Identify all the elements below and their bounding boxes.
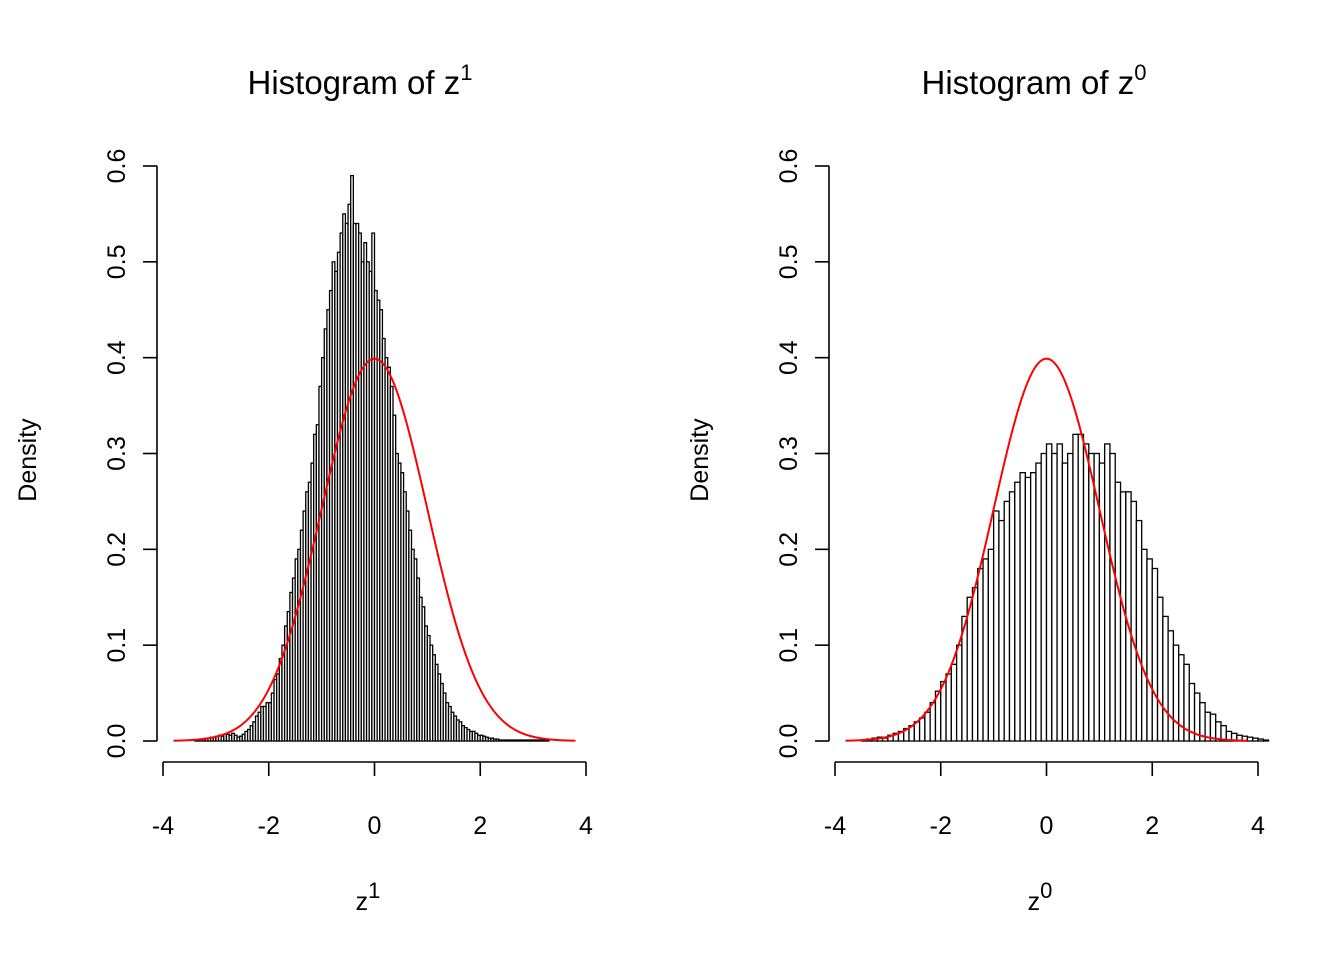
y-axis-right: 0.0 0.1 0.2 0.3 0.4 0.5 0.6 xyxy=(775,149,830,759)
histogram-bar xyxy=(1056,443,1064,742)
chart-title-left: Histogram of z1 xyxy=(248,60,473,101)
x-tick-label: 4 xyxy=(1251,812,1265,840)
histogram-bar xyxy=(1109,452,1116,742)
histogram-bar xyxy=(992,510,1000,742)
y-tick-label: 0.2 xyxy=(103,532,131,567)
y-tick-label: 0.3 xyxy=(775,436,803,471)
y-tick-label: 0.1 xyxy=(103,628,131,663)
y-axis-label-left: Density xyxy=(14,418,42,502)
histogram-bars-right xyxy=(860,433,1270,742)
histogram-bar xyxy=(1061,462,1069,742)
histogram-bar xyxy=(955,644,963,742)
histogram-bar xyxy=(971,587,979,742)
histogram-bar xyxy=(1082,443,1090,742)
x-tick-label: -4 xyxy=(824,812,846,840)
histogram-bar xyxy=(1167,630,1175,742)
x-tick-label: 0 xyxy=(1040,812,1054,840)
x-tick-label: 2 xyxy=(473,812,487,840)
histogram-bar xyxy=(1067,452,1074,742)
histogram-bar xyxy=(1257,738,1264,742)
histogram-bar xyxy=(987,548,995,742)
histogram-bar xyxy=(1146,558,1153,742)
y-tick-label: 0.0 xyxy=(775,724,803,759)
normal-density-curve-right xyxy=(845,357,1248,742)
histogram-bar xyxy=(929,702,937,742)
histogram-bar xyxy=(1135,519,1143,742)
y-tick-label: 0.4 xyxy=(775,340,803,375)
histogram-bar xyxy=(1209,713,1217,742)
y-tick-label: 0.0 xyxy=(103,724,131,759)
histogram-bar xyxy=(1151,567,1159,742)
chart-title-right: Histogram of z0 xyxy=(922,60,1147,101)
histogram-bar xyxy=(1029,472,1037,742)
histogram-bar xyxy=(1156,596,1164,742)
x-axis-label-right: z0 xyxy=(1028,878,1053,916)
histogram-bar xyxy=(1014,481,1021,742)
histogram-bar xyxy=(1045,443,1053,742)
y-tick-label: 0.1 xyxy=(775,628,803,663)
y-tick-label: 0.3 xyxy=(103,436,131,471)
histogram-bar xyxy=(1246,736,1254,742)
histogram-bar xyxy=(945,673,952,742)
histogram-bar xyxy=(950,663,958,742)
histogram-bar xyxy=(1104,443,1111,742)
x-tick-label: 4 xyxy=(579,812,593,840)
histogram-bar xyxy=(1003,500,1011,742)
histogram-bar xyxy=(1024,476,1032,742)
histogram-bar xyxy=(1130,500,1138,742)
histogram-bar xyxy=(1088,452,1095,742)
histogram-bar xyxy=(940,680,947,742)
histogram-bar xyxy=(918,717,926,742)
y-tick-label: 0.2 xyxy=(775,532,803,567)
y-axis-label-right: Density xyxy=(686,418,714,502)
histogram-bar xyxy=(1162,615,1169,742)
histogram-bar xyxy=(1035,462,1042,742)
histogram-bar xyxy=(977,567,984,742)
histogram-bar xyxy=(924,711,931,742)
x-tick-label: 0 xyxy=(368,812,382,840)
histogram-panel-left: Histogram of z1 Density z1 0.00.10.20.30… xyxy=(14,60,593,916)
histogram-bar xyxy=(1051,452,1058,742)
y-tick-label: 0.5 xyxy=(103,244,131,279)
normal-density-curve-left xyxy=(173,357,576,742)
y-tick-label: 0.6 xyxy=(103,149,131,184)
histogram-bar xyxy=(1252,737,1259,742)
histogram-bars-left xyxy=(194,174,550,742)
x-axis-right: -4 -2 0 2 4 xyxy=(824,761,1265,840)
y-tick-label: 0.5 xyxy=(775,244,803,279)
x-tick-label: -2 xyxy=(258,812,280,840)
histogram-bar xyxy=(1141,548,1148,742)
histogram-bar xyxy=(1077,433,1085,742)
histogram-bar xyxy=(1262,739,1270,742)
histogram-bar xyxy=(982,558,989,742)
x-tick-label: -2 xyxy=(930,812,952,840)
x-tick-label: -4 xyxy=(152,812,174,840)
x-tick-label: 2 xyxy=(1145,812,1159,840)
histogram-bar xyxy=(1098,462,1106,742)
x-axis-label-left: z1 xyxy=(356,878,381,916)
histogram-bar xyxy=(1040,452,1048,742)
y-axis-left: 0.0 0.1 0.2 0.3 0.4 0.5 0.6 xyxy=(103,149,158,759)
histogram-bar xyxy=(1114,481,1122,742)
x-axis-left: -4 -2 0 2 4 xyxy=(152,761,593,840)
histogram-bar xyxy=(1072,433,1079,742)
histogram-bar xyxy=(1008,491,1016,742)
histogram-bar xyxy=(1172,644,1180,742)
y-tick-label: 0.4 xyxy=(103,340,131,375)
y-tick-label: 0.6 xyxy=(775,149,803,184)
histogram-panel-right: Histogram of z0 Density z0 0.00.10.20.30… xyxy=(686,60,1270,916)
histogram-bar xyxy=(998,519,1005,742)
histogram-bar xyxy=(966,596,974,742)
histogram-bar xyxy=(1019,472,1026,742)
